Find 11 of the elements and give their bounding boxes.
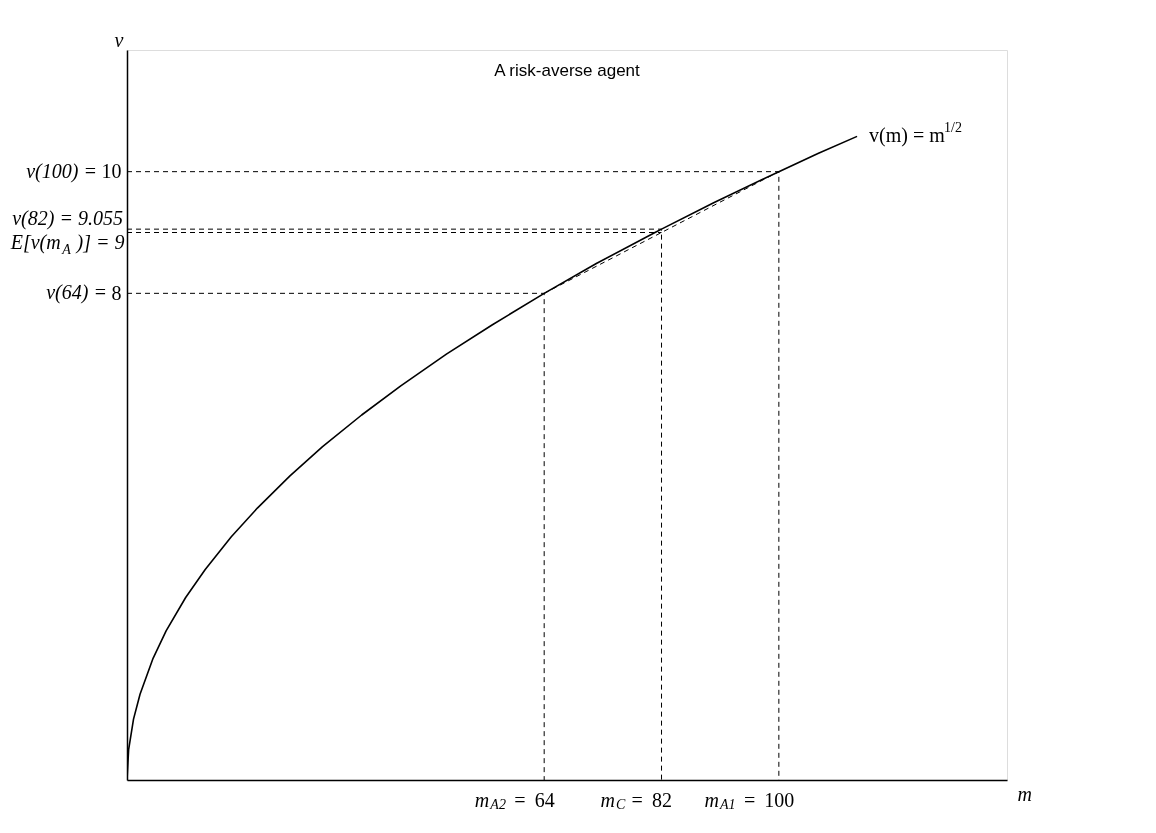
- annotation: v(100) =: [26, 159, 97, 183]
- y-axis-title: v: [114, 28, 124, 51]
- annotation: v(64) =: [46, 281, 107, 305]
- y-tick-label: 10: [101, 160, 122, 183]
- x-tick-label: 82: [652, 788, 673, 811]
- annotation: v(82) = 9.055: [12, 207, 123, 231]
- text: A risk-averse agent: [494, 61, 641, 80]
- x-axis-title: m: [1017, 782, 1032, 805]
- x-tick-label: 64: [534, 788, 555, 811]
- x-tick-label: 100: [764, 788, 795, 811]
- y-tick-label: 8: [111, 281, 122, 304]
